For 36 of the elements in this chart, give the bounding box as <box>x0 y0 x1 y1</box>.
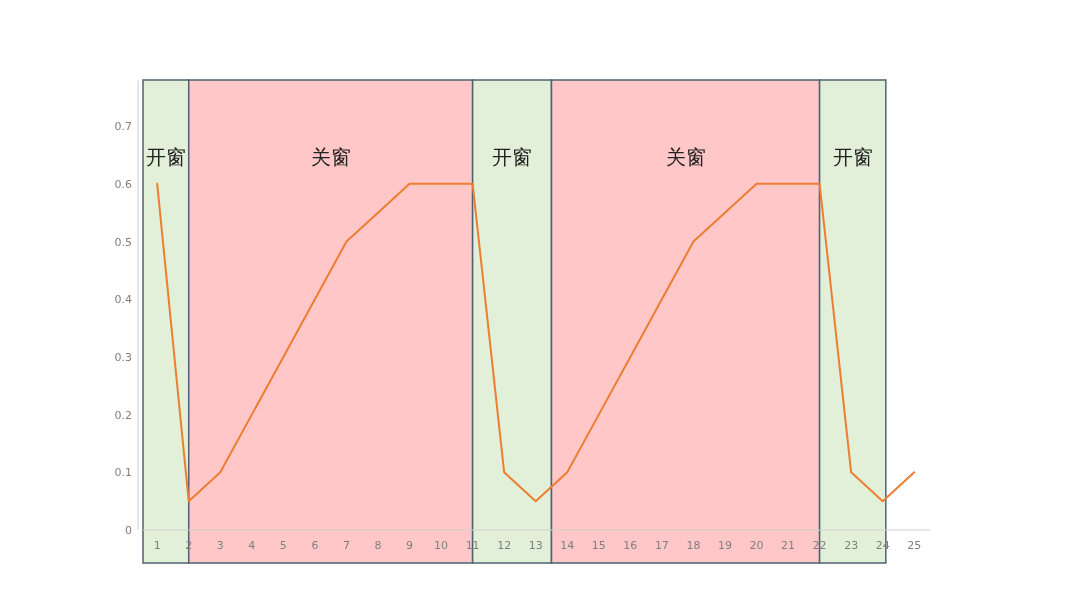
x-tick-label: 20 <box>749 539 764 552</box>
x-tick-label: 25 <box>907 539 922 552</box>
x-tick-label: 21 <box>781 539 796 552</box>
x-tick-label: 17 <box>654 539 669 552</box>
x-tick-label: 13 <box>528 539 543 552</box>
x-tick-label: 12 <box>497 539 512 552</box>
y-tick-label: 0.6 <box>114 177 132 191</box>
band-label: 开窗 <box>832 145 873 169</box>
band-label: 开窗 <box>492 145 533 169</box>
y-tick-label: 0.4 <box>114 293 132 307</box>
x-tick-label: 8 <box>374 539 382 552</box>
x-tick-label: 10 <box>434 539 449 552</box>
x-tick-label: 5 <box>279 539 287 552</box>
x-tick-label: 4 <box>248 539 256 552</box>
x-tick-label: 18 <box>686 539 701 552</box>
band-label: 开窗 <box>145 145 186 169</box>
x-tick-label: 6 <box>311 539 319 552</box>
y-tick-label: 0.7 <box>114 120 132 134</box>
x-tick-label: 1 <box>153 539 161 552</box>
band-label: 关窗 <box>665 145 706 169</box>
x-tick-label: 9 <box>406 539 414 552</box>
line-series <box>156 182 916 503</box>
y-tick-label: 0.1 <box>114 466 132 480</box>
x-tick-label: 15 <box>591 539 606 552</box>
x-tick-label: 2 <box>185 539 193 552</box>
band-label: 关窗 <box>310 145 351 169</box>
y-tick-label: 0.3 <box>114 350 132 364</box>
x-tick-label: 3 <box>216 539 224 552</box>
x-tick-label: 14 <box>560 539 575 552</box>
x-tick-label: 19 <box>717 539 732 552</box>
y-tick-label: 0 <box>125 524 132 537</box>
x-tick-label: 23 <box>844 539 859 552</box>
y-tick-label: 0.2 <box>114 408 132 422</box>
x-tick-label: 7 <box>342 539 350 552</box>
x-tick-label: 16 <box>623 539 638 552</box>
y-tick-label: 0.5 <box>114 235 132 249</box>
